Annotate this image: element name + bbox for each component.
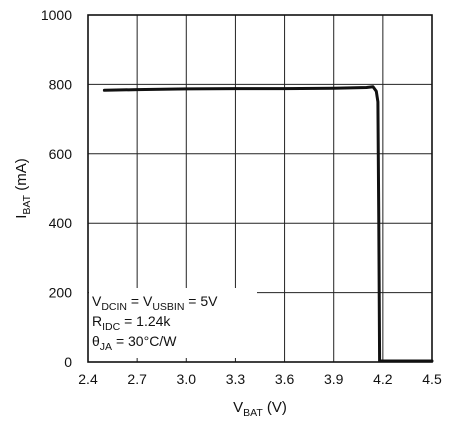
annotation-text: = 30°C/W: [112, 333, 177, 349]
annotation-line: θJA = 30°C/W: [92, 333, 177, 353]
y-axis-label: IBAT (mA): [13, 158, 33, 219]
x-axis-label: VBAT (V): [233, 399, 287, 419]
annotation-line: VDCIN = VUSBIN = 5V: [92, 293, 218, 313]
annotation-subscript: DCIN: [101, 301, 127, 313]
y-tick-labels: 0 200 400 600 800 1000: [41, 7, 72, 370]
annotation-text: θ: [92, 333, 100, 349]
y-axis-label-main: I: [13, 215, 30, 219]
y-tick-label: 600: [49, 146, 73, 162]
annotation-subscript: USBIN: [152, 301, 184, 313]
annotation-subscript: IDC: [102, 321, 121, 333]
annotation-line: RIDC = 1.24k: [92, 313, 171, 333]
annotation-text: R: [92, 313, 102, 329]
y-tick-label: 800: [49, 76, 73, 92]
x-tick-label: 3.6: [275, 371, 295, 387]
y-tick-label: 1000: [41, 7, 72, 23]
x-tick-label: 4.5: [422, 371, 442, 387]
annotation-text: V: [92, 293, 102, 309]
x-axis-label-main: V: [233, 399, 243, 416]
annotation-text: = V: [127, 293, 153, 309]
x-tick-label: 3.0: [177, 371, 197, 387]
annotation-text: = 1.24k: [120, 313, 171, 329]
annotation-background: [89, 288, 257, 358]
annotation-text: = 5V: [184, 293, 218, 309]
x-tick-labels: 2.4 2.7 3.0 3.3 3.6 3.9 4.2 4.5: [78, 371, 442, 387]
x-axis-label-unit: (V): [263, 399, 287, 416]
series-line: [102, 85, 434, 363]
x-tick-label: 2.4: [78, 371, 98, 387]
y-tick-label: 200: [49, 285, 73, 301]
y-axis-label-unit: (mA): [13, 158, 30, 195]
x-tick-label: 3.9: [324, 371, 344, 387]
x-tick-label: 4.2: [373, 371, 393, 387]
plot-frame: [87, 14, 433, 363]
x-tick-label: 2.7: [127, 371, 147, 387]
x-tick-label: 3.3: [226, 371, 246, 387]
x-axis-label-sub: BAT: [243, 407, 263, 419]
y-tick-label: 400: [49, 215, 73, 231]
y-tick-label: 0: [64, 354, 72, 370]
y-axis-label-sub: BAT: [21, 194, 33, 214]
annotation-subscript: JA: [100, 341, 112, 353]
